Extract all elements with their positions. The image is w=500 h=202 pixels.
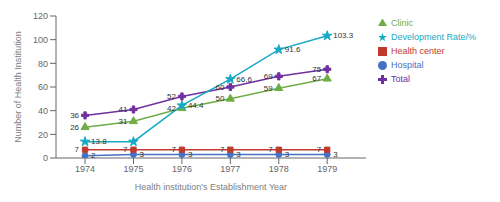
svg-text:7: 7 <box>317 145 322 154</box>
svg-text:42: 42 <box>167 104 176 113</box>
svg-text:75: 75 <box>312 65 321 74</box>
svg-text:3: 3 <box>188 150 193 159</box>
svg-text:3: 3 <box>236 150 241 159</box>
svg-text:40: 40 <box>38 106 48 116</box>
svg-text:1974: 1974 <box>75 164 95 174</box>
svg-text:1975: 1975 <box>123 164 143 174</box>
svg-text:60: 60 <box>38 82 48 92</box>
html-text:Health center: Health center <box>391 46 445 56</box>
svg-text:44.4: 44.4 <box>188 101 204 110</box>
html-text:Hospital: Hospital <box>391 60 424 70</box>
svg-text:100: 100 <box>33 35 48 45</box>
svg-text:91.6: 91.6 <box>285 45 301 54</box>
svg-text:7: 7 <box>75 145 80 154</box>
svg-text:7: 7 <box>123 145 128 154</box>
svg-text:Health institution's Establish: Health institution's Establishment Year <box>135 182 287 192</box>
svg-text:7: 7 <box>171 145 176 154</box>
html-text:Clinic: Clinic <box>391 18 413 28</box>
svg-text:1977: 1977 <box>220 164 240 174</box>
svg-text:50: 50 <box>215 94 224 103</box>
svg-text:Number of Health Institution: Number of Health Institution <box>13 31 23 143</box>
svg-text:7: 7 <box>220 145 225 154</box>
svg-text:59: 59 <box>264 84 273 93</box>
svg-text:66.6: 66.6 <box>236 75 252 84</box>
html-text:Development Rate/%: Development Rate/% <box>391 32 476 42</box>
svg-text:67: 67 <box>312 74 321 83</box>
svg-text:26: 26 <box>70 123 79 132</box>
svg-text:13.8: 13.8 <box>91 137 107 146</box>
svg-text:60: 60 <box>215 83 224 92</box>
svg-text:80: 80 <box>38 59 48 69</box>
svg-text:1979: 1979 <box>317 164 337 174</box>
svg-text:1978: 1978 <box>269 164 289 174</box>
svg-text:0: 0 <box>43 153 48 163</box>
svg-text:20: 20 <box>38 130 48 140</box>
svg-text:7: 7 <box>268 145 273 154</box>
svg-text:52: 52 <box>167 92 176 101</box>
svg-text:36: 36 <box>70 111 79 120</box>
svg-text:69: 69 <box>264 72 273 81</box>
svg-text:3: 3 <box>285 150 290 159</box>
svg-text:103.3: 103.3 <box>333 31 354 40</box>
svg-text:1976: 1976 <box>172 164 192 174</box>
html-text:Total: Total <box>391 74 410 84</box>
svg-text:41: 41 <box>119 105 128 114</box>
svg-text:2: 2 <box>91 151 96 160</box>
svg-text:3: 3 <box>333 150 338 159</box>
svg-text:31: 31 <box>119 117 128 126</box>
svg-text:3: 3 <box>139 150 144 159</box>
svg-text:120: 120 <box>33 11 48 21</box>
